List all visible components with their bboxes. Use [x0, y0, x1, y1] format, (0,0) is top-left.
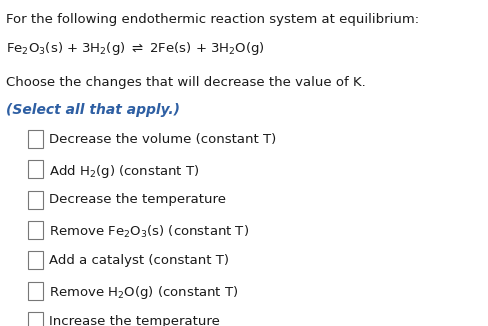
Text: Add H$_2$(g) (constant T): Add H$_2$(g) (constant T) [49, 163, 199, 180]
Text: Increase the temperature: Increase the temperature [49, 315, 220, 326]
Bar [28, 191, 43, 209]
Text: Choose the changes that will decrease the value of K.: Choose the changes that will decrease th… [6, 76, 366, 89]
Bar [28, 221, 43, 239]
Text: For the following endothermic reaction system at equilibrium:: For the following endothermic reaction s… [6, 13, 419, 26]
Text: Add a catalyst (constant T): Add a catalyst (constant T) [49, 254, 229, 267]
Bar [28, 312, 43, 326]
Bar [28, 160, 43, 178]
Bar [28, 130, 43, 148]
Bar [28, 282, 43, 300]
Text: Decrease the volume (constant T): Decrease the volume (constant T) [49, 133, 276, 146]
Bar [28, 251, 43, 269]
Text: (Select all that apply.): (Select all that apply.) [6, 103, 180, 117]
Text: Remove H$_2$O(g) (constant T): Remove H$_2$O(g) (constant T) [49, 284, 238, 301]
Text: Fe$_2$O$_3$(s) + 3H$_2$(g) $\rightleftharpoons$ 2Fe(s) + 3H$_2$O(g): Fe$_2$O$_3$(s) + 3H$_2$(g) $\rightleftha… [6, 40, 264, 57]
Text: Decrease the temperature: Decrease the temperature [49, 193, 226, 206]
Text: Remove Fe$_2$O$_3$(s) (constant T): Remove Fe$_2$O$_3$(s) (constant T) [49, 224, 249, 240]
